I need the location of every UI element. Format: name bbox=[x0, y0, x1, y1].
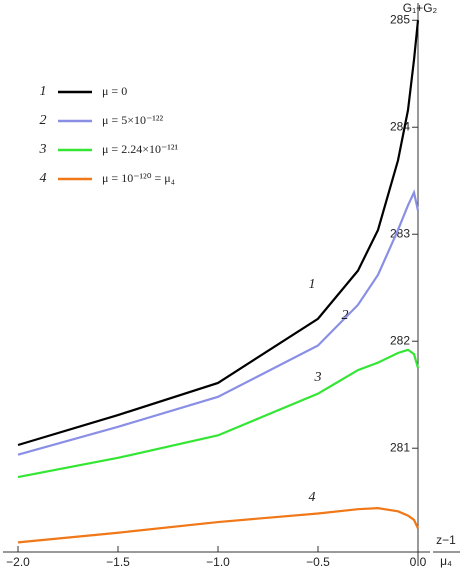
legend-number: 2 bbox=[40, 113, 47, 128]
y-axis-label: G₁+G₂ bbox=[403, 1, 438, 15]
series-line bbox=[17, 507, 419, 544]
x-tick-label: −1.5 bbox=[106, 555, 130, 569]
x-axis-label-numerator: z−1 bbox=[436, 533, 456, 547]
curve-label: 4 bbox=[309, 490, 316, 505]
curve-label: 3 bbox=[314, 370, 322, 385]
legend-label: μ = 0 bbox=[102, 84, 127, 98]
curve-label: 1 bbox=[309, 277, 316, 292]
x-tick-label: −2.0 bbox=[6, 555, 30, 569]
x-tick-label: −1.0 bbox=[206, 555, 230, 569]
y-tick-label: 285 bbox=[390, 12, 410, 26]
legend-label: μ = 10⁻¹²⁰ = μ₄ bbox=[102, 171, 175, 185]
legend-number: 3 bbox=[39, 142, 47, 157]
x-tick-label: −0.5 bbox=[306, 555, 330, 569]
y-tick-label: 283 bbox=[390, 226, 410, 240]
x-axis-label-denominator: μ₄ bbox=[440, 554, 452, 568]
y-tick-label: 284 bbox=[390, 119, 410, 133]
y-tick-label: 282 bbox=[390, 333, 410, 347]
y-tick-label: 281 bbox=[390, 440, 410, 454]
series-line bbox=[17, 348, 420, 479]
legend-label: μ = 5×10⁻¹²² bbox=[102, 113, 163, 127]
curve-label: 2 bbox=[342, 308, 349, 323]
x-tick-label: 0.0 bbox=[410, 555, 427, 569]
legend-number: 1 bbox=[40, 84, 47, 99]
legend-label: μ = 2.24×10⁻¹²¹ bbox=[102, 142, 178, 156]
series-line bbox=[17, 189, 420, 456]
series-line bbox=[17, 20, 420, 447]
legend-number: 4 bbox=[40, 171, 47, 186]
